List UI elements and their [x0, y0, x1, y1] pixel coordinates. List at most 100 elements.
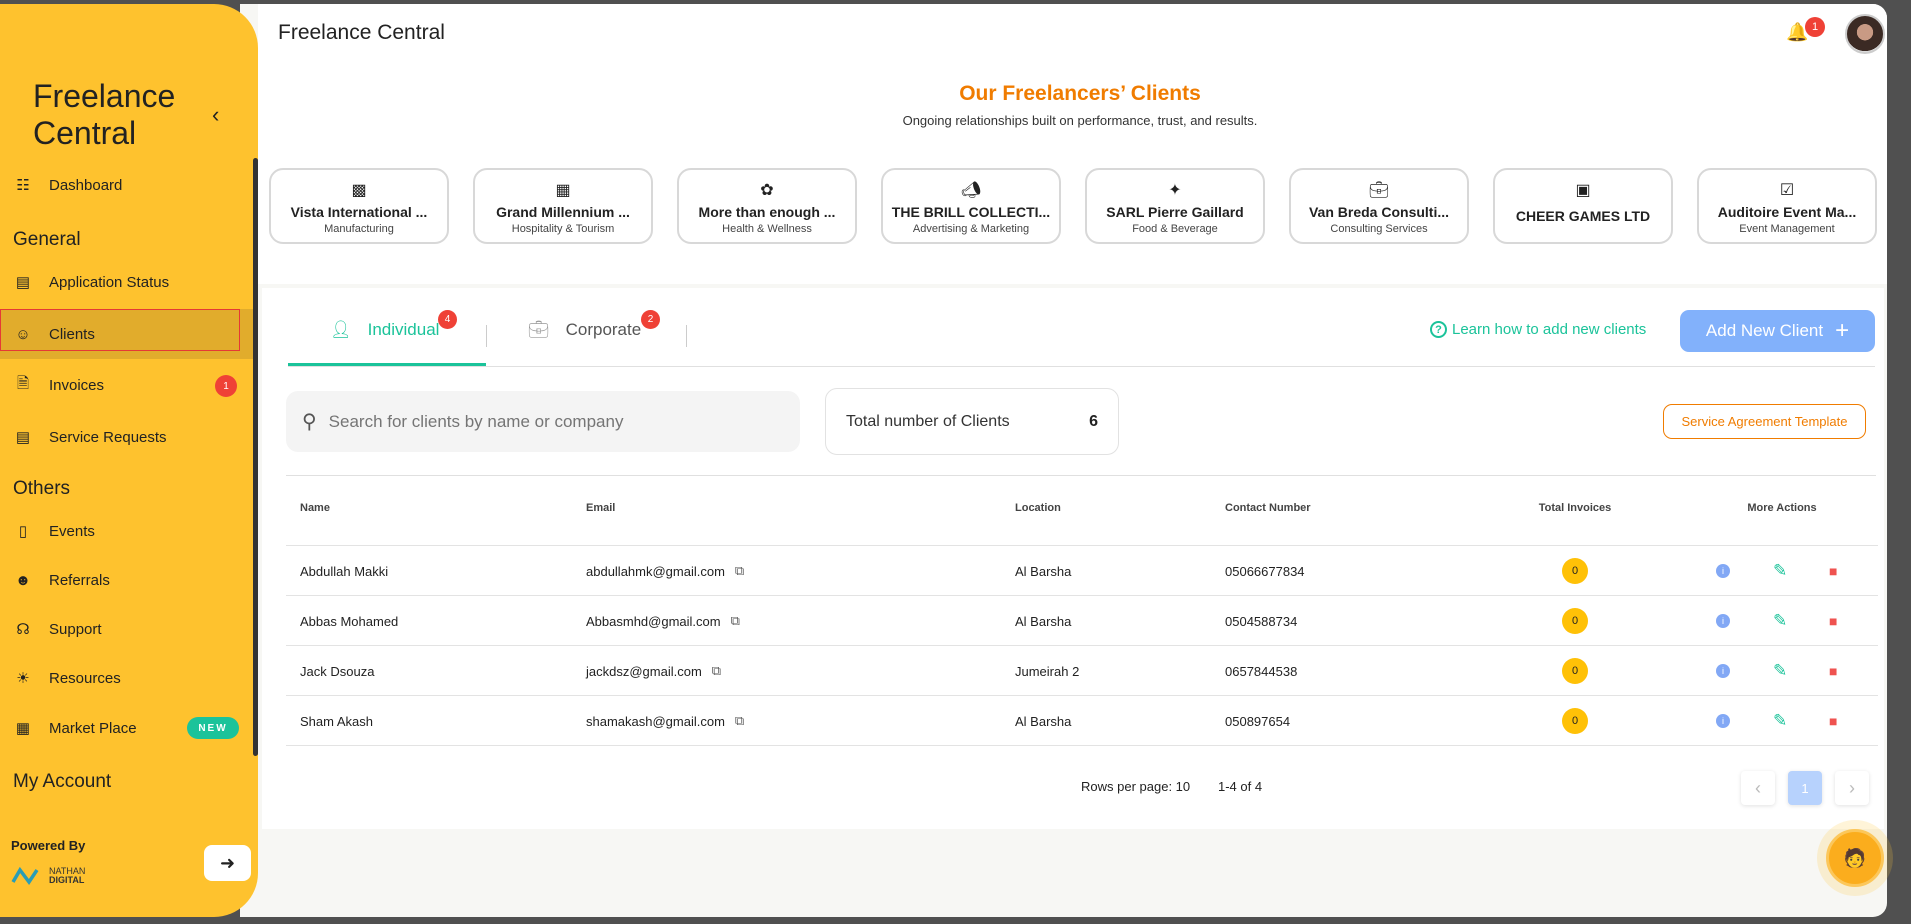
- info-button[interactable]: i: [1716, 546, 1730, 596]
- copy-icon[interactable]: ⧉: [711, 663, 722, 678]
- client-name: Abbas Mohamed: [300, 613, 399, 629]
- bell-icon[interactable]: 🔔: [1786, 22, 1809, 42]
- client-card[interactable]: ▦ Grand Millennium ... Hospitality & Touri…: [473, 168, 653, 244]
- tab-individual[interactable]: 👤︎ Individual: [330, 320, 439, 340]
- delete-button[interactable]: ■: [1829, 646, 1837, 696]
- tab-separator: [486, 325, 487, 347]
- sidebar-item-events[interactable]: ▯ Events: [0, 514, 258, 548]
- client-category: Consulting Services: [1330, 223, 1428, 235]
- logout-button[interactable]: ➜: [204, 845, 251, 881]
- search-box[interactable]: ⚲: [286, 391, 800, 452]
- showcase-title: Our Freelancers’ Clients: [959, 82, 1201, 105]
- client-card[interactable]: ▣ CHEER GAMES LTD: [1493, 168, 1673, 244]
- tab-corporate[interactable]: 💼︎ Corporate: [528, 320, 641, 340]
- sidebar-item-label: Dashboard: [49, 176, 123, 194]
- factory-icon: ▩: [351, 182, 367, 199]
- collapse-chevron-icon[interactable]: ‹: [212, 102, 220, 127]
- showcase-subtitle: Ongoing relationships built on performan…: [902, 113, 1258, 128]
- client-email: jackdsz@gmail.com: [586, 663, 702, 679]
- invoice-count-badge: 0: [1562, 658, 1588, 684]
- chevron-left-icon: ‹: [1755, 777, 1761, 798]
- plus-icon: +: [1835, 317, 1850, 344]
- notification-badge: 1: [1805, 17, 1825, 37]
- client-card[interactable]: ✿ More than enough ... Health & Wellness: [677, 168, 857, 244]
- document-icon: 🗎: [16, 374, 30, 392]
- table-row: Abbas Mohamed Abbasmhd@gmail.com ⧉ Al Bar…: [286, 596, 1878, 646]
- new-badge: NEW: [187, 717, 239, 739]
- edit-button[interactable]: ✎: [1773, 646, 1787, 696]
- client-card[interactable]: ✦ SARL Pierre Gaillard Food & Beverage: [1085, 168, 1265, 244]
- client-name: CHEER GAMES LTD: [1515, 208, 1651, 224]
- client-name: SARL Pierre Gaillard: [1106, 204, 1244, 220]
- client-card[interactable]: ☑ Auditoire Event Ma... Event Management: [1697, 168, 1877, 244]
- info-button[interactable]: i: [1716, 596, 1730, 646]
- sidebar-item-label: Service Requests: [49, 428, 167, 446]
- client-email: shamakash@gmail.com: [586, 713, 725, 729]
- active-tab-indicator: [288, 363, 486, 366]
- info-icon: i: [1716, 714, 1730, 728]
- client-contact: 0504588734: [1225, 613, 1298, 629]
- sidebar-item-market-place[interactable]: ▦ Market Place: [0, 711, 258, 745]
- sidebar-item-referrals[interactable]: ☻ Referrals: [0, 563, 258, 597]
- tab-label: Individual: [367, 320, 440, 339]
- active-outline: [0, 309, 240, 351]
- client-name: THE BRILL COLLECTI...: [891, 204, 1051, 220]
- prev-page-button[interactable]: ‹: [1741, 771, 1775, 805]
- info-button[interactable]: i: [1716, 646, 1730, 696]
- briefcase-icon: 💼︎: [528, 320, 550, 339]
- trash-icon: ■: [1829, 563, 1838, 579]
- divider: [286, 475, 1876, 476]
- sidebar-item-resources[interactable]: ☀ Resources: [0, 661, 258, 695]
- delete-button[interactable]: ■: [1829, 596, 1837, 646]
- sidebar-item-dashboard[interactable]: ☷ Dashboard: [0, 168, 258, 202]
- copy-icon[interactable]: ⧉: [730, 613, 740, 628]
- copy-icon[interactable]: ⧉: [734, 563, 745, 578]
- client-location: Al Barsha: [1015, 613, 1072, 629]
- chat-assistant-button[interactable]: 🧑: [1817, 820, 1893, 896]
- search-icon: ⚲: [302, 411, 317, 433]
- email-cell: jackdsz@gmail.com ⧉: [586, 646, 721, 696]
- client-name: Van Breda Consulti...: [1308, 204, 1450, 220]
- next-page-button[interactable]: ›: [1835, 771, 1869, 805]
- sidebar-item-support[interactable]: ☊ Support: [0, 612, 258, 646]
- copy-icon[interactable]: ⧉: [734, 713, 745, 728]
- search-input[interactable]: [328, 411, 769, 432]
- sidebar-item-invoices[interactable]: 🗎 Invoices: [0, 368, 258, 402]
- client-card[interactable]: ▩ Vista International ... Manufacturing: [269, 168, 449, 244]
- sidebar-item-service-requests[interactable]: ▤ Service Requests: [0, 420, 258, 454]
- utensils-icon: ✦: [1168, 182, 1182, 199]
- section-general: General: [13, 229, 81, 250]
- users-icon: ☺: [15, 325, 31, 343]
- add-new-client-button[interactable]: Add New Client +: [1680, 310, 1875, 352]
- ticket-icon: ▯: [18, 523, 28, 540]
- client-card[interactable]: 💼︎ Van Breda Consulti... Consulting Servic…: [1289, 168, 1469, 244]
- user-avatar[interactable]: [1845, 14, 1885, 54]
- client-card[interactable]: 📣︎ THE BRILL COLLECTI... Advertising & Mar…: [881, 168, 1061, 244]
- learn-add-clients-link[interactable]: ? Learn how to add new clients: [1430, 321, 1646, 338]
- invoice-count-badge: 0: [1562, 708, 1588, 734]
- delete-button[interactable]: ■: [1829, 546, 1837, 596]
- grid-icon: ☷: [16, 177, 30, 194]
- email-cell: abdullahmk@gmail.com ⧉: [586, 546, 744, 596]
- title-line: Freelance: [33, 78, 176, 114]
- assistant-icon: 🧑: [1826, 829, 1884, 887]
- section-my-account[interactable]: My Account: [13, 771, 112, 792]
- edit-button[interactable]: ✎: [1773, 546, 1787, 596]
- edit-button[interactable]: ✎: [1773, 596, 1787, 646]
- service-agreement-button[interactable]: Service Agreement Template: [1663, 404, 1866, 439]
- clients-panel: [262, 288, 1884, 829]
- building-icon: ▣: [1575, 182, 1591, 199]
- sidebar-item-application-status[interactable]: ▤ Application Status: [0, 265, 258, 299]
- title-line: Central: [33, 115, 137, 151]
- edit-button[interactable]: ✎: [1773, 696, 1787, 746]
- sidebar-scrollbar[interactable]: [253, 158, 258, 756]
- info-button[interactable]: i: [1716, 696, 1730, 746]
- page-1-button[interactable]: 1: [1788, 771, 1822, 805]
- client-email: Abbasmhd@gmail.com: [586, 613, 721, 629]
- column-header: More Actions: [1747, 502, 1817, 514]
- sidebar-item-label: Invoices: [49, 376, 105, 394]
- delete-button[interactable]: ■: [1829, 696, 1837, 746]
- info-icon: i: [1716, 664, 1730, 678]
- rows-per-page[interactable]: Rows per page: 10: [1081, 779, 1191, 794]
- user-icon: 👤︎: [330, 320, 352, 339]
